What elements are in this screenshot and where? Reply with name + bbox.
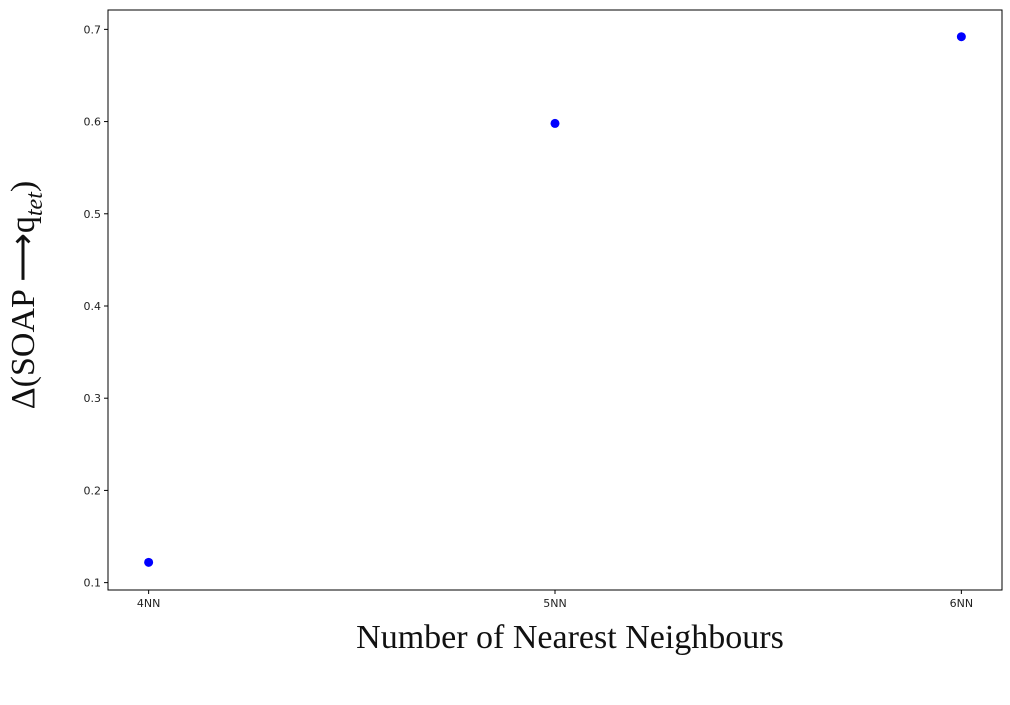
y-tick-label: 0.4 <box>84 300 102 313</box>
y-tick-label: 0.7 <box>84 23 102 36</box>
x-tick-label: 4NN <box>137 597 160 610</box>
y-axis-label-subscript: tet <box>22 191 48 216</box>
point <box>956 32 966 42</box>
y-tick-label: 0.1 <box>84 577 102 590</box>
x-axis-label: Number of Nearest Neighbours <box>356 619 784 656</box>
y-axis-label-close: ) <box>5 181 42 192</box>
y-axis-label: Δ(SOAP ⟶qtet) <box>5 181 48 409</box>
plot-frame <box>107 9 1003 591</box>
y-tick-label: 0.3 <box>84 392 102 405</box>
point <box>144 557 154 567</box>
y-axis-label-main: Δ(SOAP ⟶q <box>5 216 42 409</box>
y-tick-label: 0.6 <box>84 116 102 129</box>
y-tick-label: 0.2 <box>84 484 102 497</box>
y-tick-label: 0.5 <box>84 208 102 221</box>
point <box>550 118 560 128</box>
x-tick-label: 6NN <box>950 597 973 610</box>
x-tick-label: 5NN <box>543 597 566 610</box>
